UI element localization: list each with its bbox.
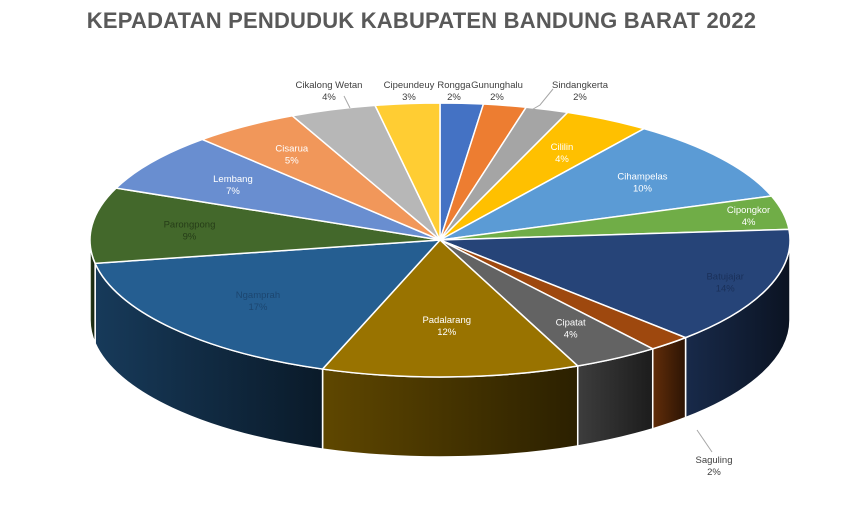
slice-label-cihampelas: Cihampelas (617, 171, 667, 182)
slice-label-batujajar: Batujajar (706, 272, 744, 283)
slice-label-cipongkor: Cipongkor (727, 205, 770, 216)
slice-batujajar (439, 228, 791, 339)
slice-percent-gununghalu: 2% (490, 92, 504, 103)
slice-percent-rongga: 2% (447, 92, 461, 103)
slice-label-sindangkerta: Sindangkerta (552, 80, 609, 91)
slice-ngamprah (93, 239, 442, 370)
slice-percent-cipeundeuy: 3% (402, 92, 416, 103)
slice-percent-padalarang: 12% (437, 327, 457, 338)
slice-label-rongga: Rongga (437, 80, 471, 91)
slice-percent-cihampelas: 10% (633, 183, 653, 194)
slice-percent-cikalong-wetan: 4% (322, 92, 336, 103)
slice-padalarang (321, 238, 580, 378)
pie-side-walls (89, 239, 791, 458)
slice-lembang (114, 138, 441, 241)
slice-label-cipeundeuy: Cipeundeuy (384, 80, 435, 91)
slice-percent-cipatat: 4% (564, 330, 578, 341)
slice-percent-cisarua: 5% (285, 156, 299, 167)
slice-label-lembang: Lembang (213, 174, 253, 185)
leader-line (696, 429, 713, 453)
slice-side-saguling (651, 336, 687, 430)
slice-cihampelas (439, 127, 773, 241)
leader-line (343, 95, 351, 109)
slice-percent-lembang: 7% (226, 186, 240, 197)
slice-percent-saguling: 2% (707, 467, 721, 478)
slice-label-saguling: Saguling (696, 455, 733, 466)
slice-percent-parongpong: 9% (183, 231, 197, 242)
slice-percent-sindangkerta: 2% (573, 92, 587, 103)
slice-percent-cipongkor: 4% (742, 217, 756, 228)
slice-label-parongpong: Parongpong (164, 219, 216, 230)
slice-label-cisarua: Cisarua (275, 144, 308, 155)
slice-label-cikalong-wetan: Cikalong Wetan (296, 80, 363, 91)
slice-side-padalarang (321, 365, 579, 458)
slice-parongpong (89, 187, 441, 265)
slice-label-padalarang: Padalarang (422, 315, 471, 326)
slice-percent-batujajar: 14% (716, 284, 736, 295)
slice-percent-ngamprah: 17% (248, 302, 268, 313)
slice-cipeundeuy (373, 102, 441, 241)
slice-percent-cililin: 4% (555, 154, 569, 165)
leader-line (527, 88, 554, 113)
chart-title: KEPADATAN PENDUDUK KABUPATEN BANDUNG BAR… (86, 8, 757, 33)
slice-label-cililin: Cililin (551, 142, 574, 153)
slice-label-cipatat: Cipatat (556, 318, 586, 329)
slice-label-ngamprah: Ngamprah (236, 290, 280, 301)
slice-label-gununghalu: Gununghalu (471, 80, 523, 91)
data-labels: Rongga2%Gununghalu2%Sindangkerta2%Cilili… (164, 80, 771, 478)
pie-top (89, 102, 791, 378)
